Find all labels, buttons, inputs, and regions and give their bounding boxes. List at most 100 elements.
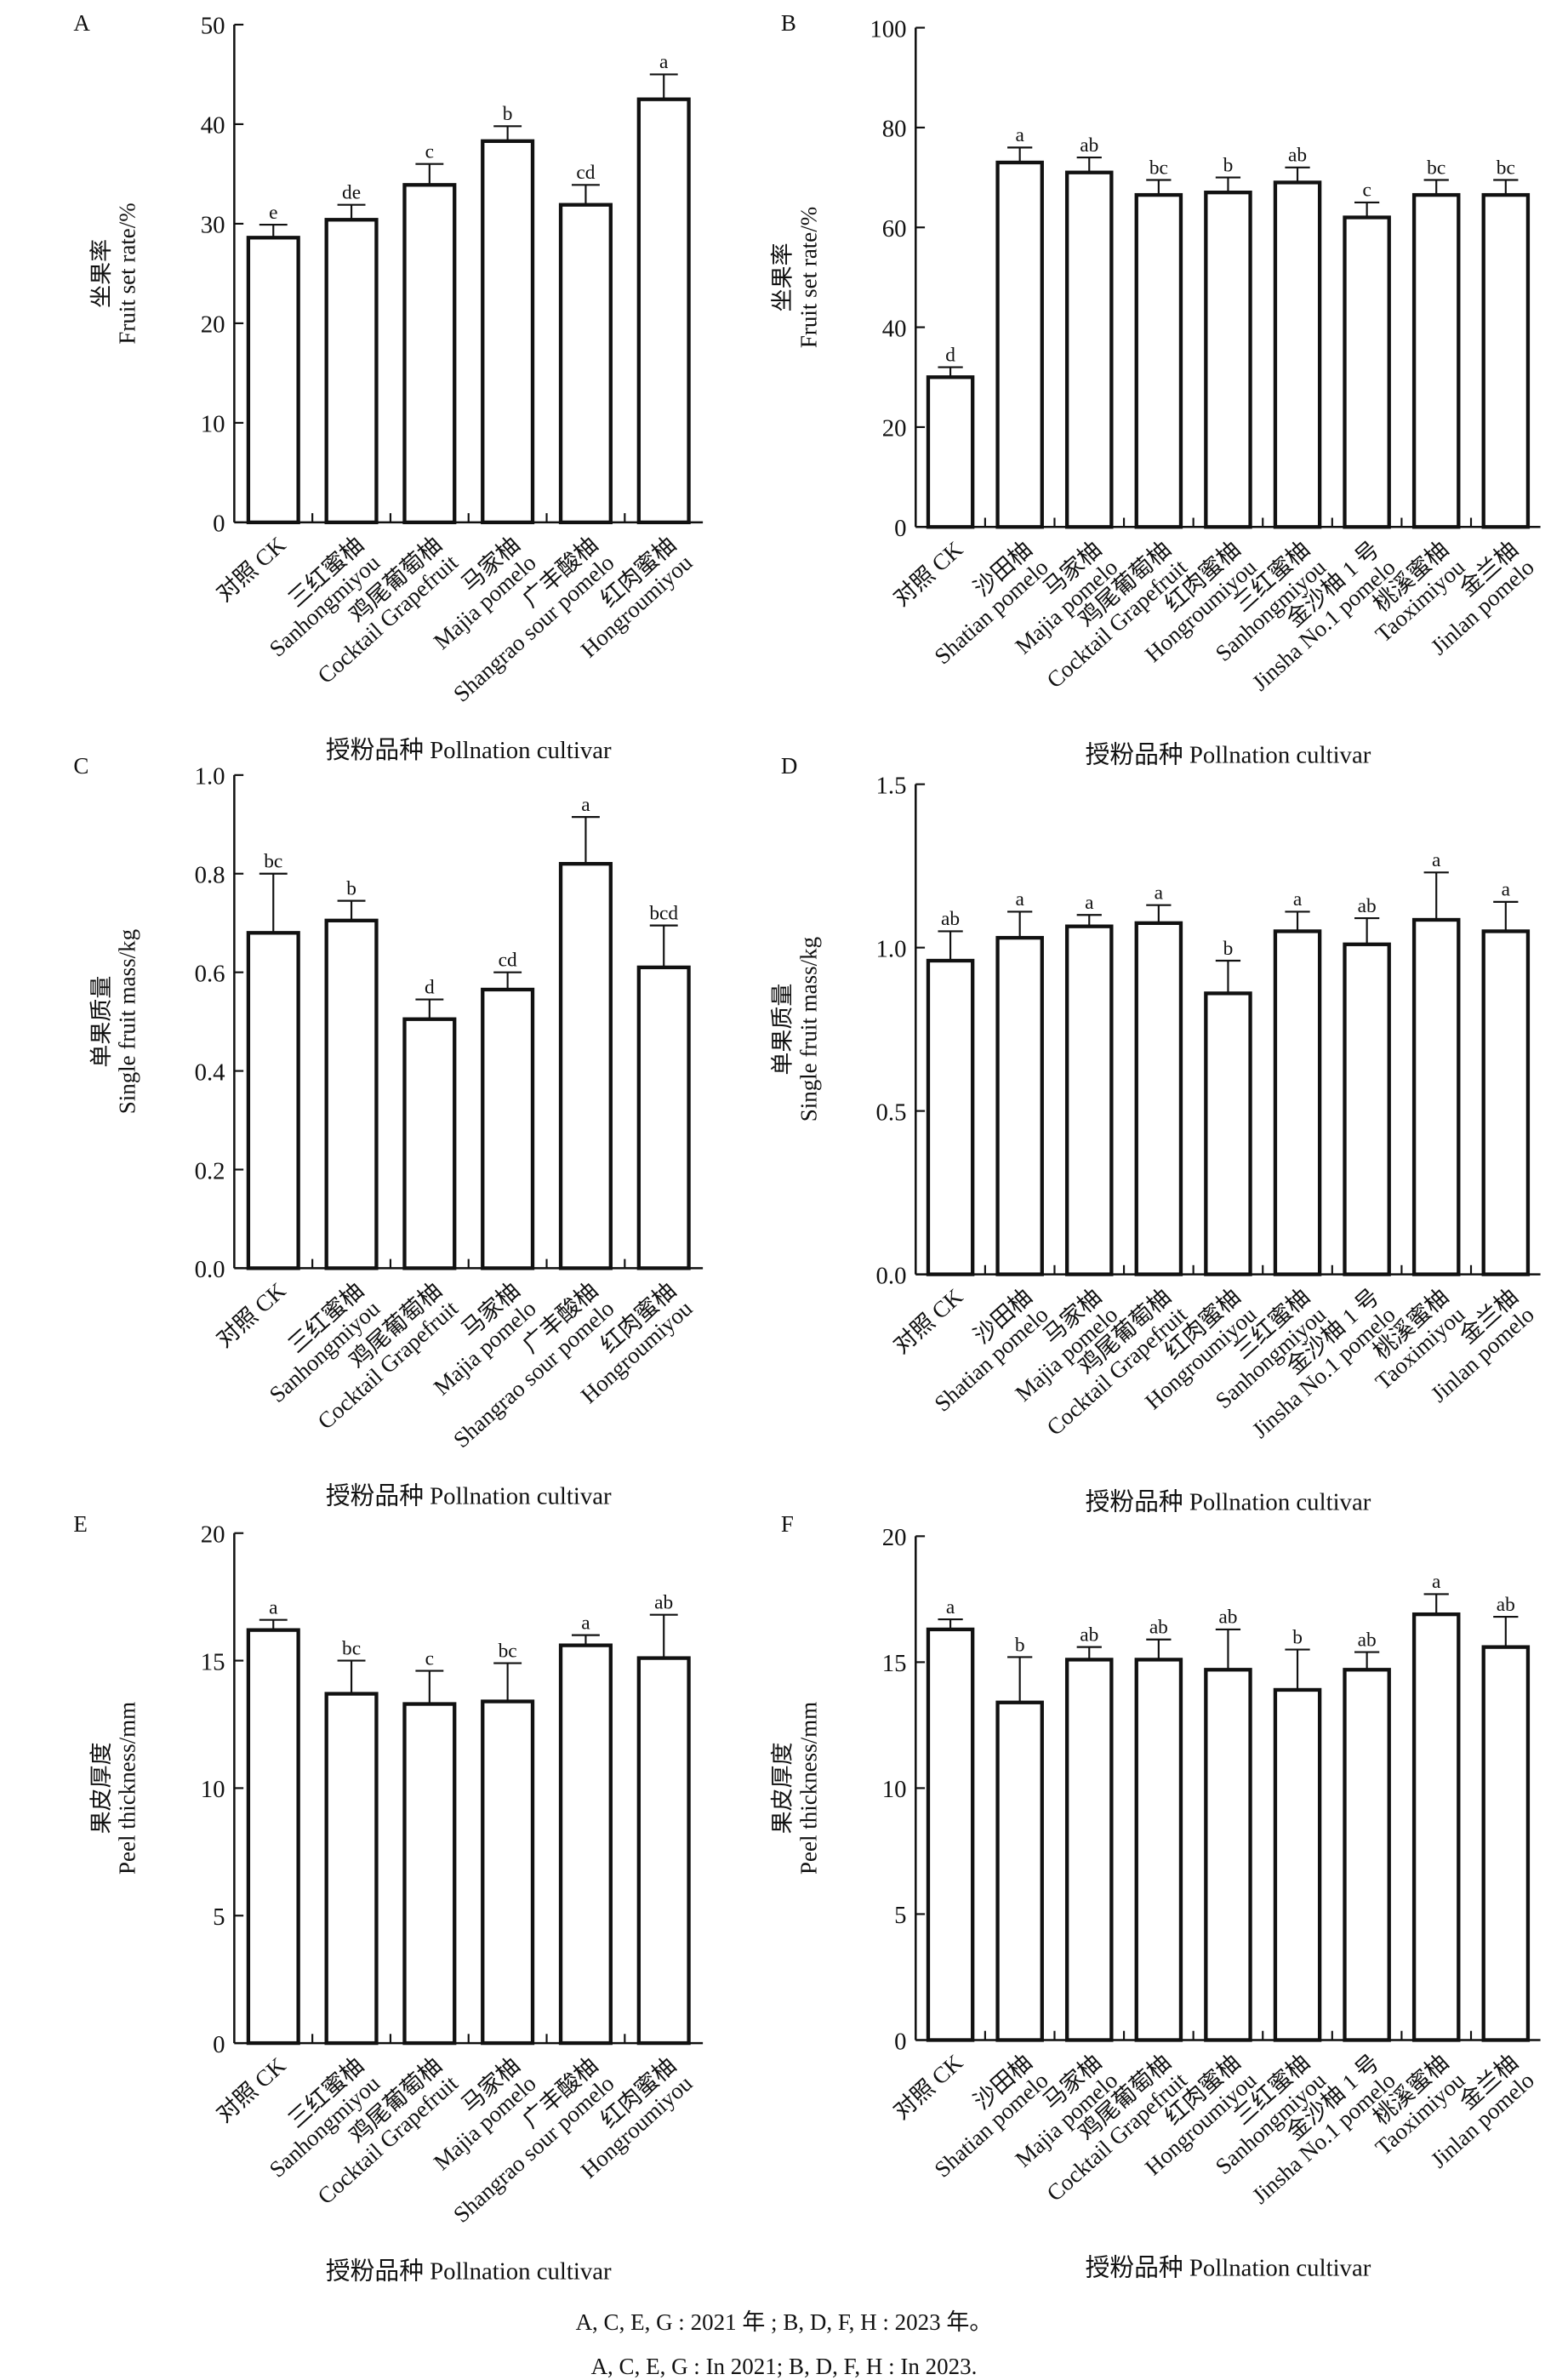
caption-line-2: A, C, E, G : In 2021; B, D, F, H : In 20… xyxy=(590,2354,978,2379)
significance-letter: bc xyxy=(499,1640,517,1662)
y-axis-label-en: Peel thickness/mm xyxy=(795,1702,821,1875)
x-axis-label: 授粉品种 Pollnation cultivar xyxy=(326,2257,612,2285)
significance-letter: a xyxy=(1015,124,1024,146)
bar xyxy=(1204,991,1252,1276)
x-tick-label-cn: 对照 CK xyxy=(888,2049,967,2124)
y-tick-label: 20 xyxy=(201,311,225,339)
panel-letter: F xyxy=(781,1511,794,1537)
y-tick-label: 0.6 xyxy=(195,960,225,987)
y-tick-label: 30 xyxy=(201,212,225,239)
bar xyxy=(636,97,691,525)
x-axis-label: 授粉品种 Pollnation cultivar xyxy=(1086,1489,1371,1516)
y-tick-label: 10 xyxy=(882,1776,907,1803)
x-tick-label-cn: 对照 CK xyxy=(888,1283,967,1358)
bar xyxy=(1134,1658,1183,2042)
y-axis-label-en: Single fruit mass/kg xyxy=(795,937,821,1122)
chart-panel-C: C 0.0 0.2 0.4 0.6 0.8 1.0 单果质量 Single fruit mass… xyxy=(73,753,704,1510)
x-tick-label: 对照 CK xyxy=(888,2049,967,2124)
significance-letter: a xyxy=(1432,1571,1441,1593)
significance-letter: a xyxy=(659,51,669,73)
caption-line-1: A, C, E, G : 2021 年 ; B, D, F, H : 2023 … xyxy=(575,2309,993,2335)
y-tick-label: 0.5 xyxy=(876,1099,907,1126)
bar xyxy=(1064,924,1114,1276)
significance-letter: a xyxy=(1432,849,1441,871)
significance-letter: c xyxy=(425,141,434,163)
x-axis-label: 授粉品种 Pollnation cultivar xyxy=(1086,2255,1371,2282)
y-tick-label: 50 xyxy=(201,13,225,40)
significance-letter: bc xyxy=(1427,157,1445,179)
y-axis-label-en: Peel thickness/mm xyxy=(114,1702,140,1875)
bar xyxy=(1411,192,1461,529)
x-tick-label-cn: 对照 CK xyxy=(211,1277,290,1352)
y-tick-label: 0.0 xyxy=(195,1256,225,1283)
y-tick-label: 10 xyxy=(201,1776,225,1803)
y-tick-label: 20 xyxy=(882,415,907,442)
bar xyxy=(324,1692,379,2046)
bar xyxy=(926,958,975,1276)
significance-letter: b xyxy=(1292,1626,1303,1648)
bar xyxy=(1343,1668,1391,2042)
significance-letter: ab xyxy=(1358,895,1377,917)
panel-letter: E xyxy=(73,1511,87,1537)
y-tick-label: 80 xyxy=(882,116,907,143)
x-tick-label-cn: 对照 CK xyxy=(888,536,967,611)
y-tick-label: 1.5 xyxy=(876,772,907,799)
significance-letter: a xyxy=(1155,882,1164,905)
significance-letter: a xyxy=(269,1596,278,1618)
significance-letter: ab xyxy=(1218,1607,1237,1629)
bar xyxy=(995,160,1044,529)
bar xyxy=(1411,917,1461,1276)
bar xyxy=(402,1017,457,1270)
x-tick-label: 对照 CK xyxy=(888,1283,967,1358)
y-tick-label: 20 xyxy=(201,1521,225,1549)
y-axis-label-en: Fruit set rate/% xyxy=(795,207,821,348)
y-axis-label-en: Single fruit mass/kg xyxy=(114,929,140,1114)
bar xyxy=(1204,191,1252,529)
significance-letter: ab xyxy=(654,1591,673,1613)
y-axis-label-cn: 单果质量 xyxy=(88,976,114,1068)
significance-letter: de xyxy=(342,181,361,203)
bar xyxy=(1273,1687,1322,2042)
panel-letter: D xyxy=(781,753,798,779)
x-tick-label: 对照 CK xyxy=(211,532,290,607)
bar xyxy=(1343,942,1391,1276)
x-tick-label: 对照 CK xyxy=(888,536,967,611)
significance-letter: e xyxy=(269,202,277,224)
y-tick-label: 0 xyxy=(213,511,225,538)
panel-letter: B xyxy=(781,10,796,36)
bar xyxy=(402,183,457,525)
significance-letter: a xyxy=(581,794,590,816)
bar xyxy=(246,1628,300,2046)
bar xyxy=(926,375,975,529)
bar xyxy=(1411,1612,1461,2042)
y-tick-label: 60 xyxy=(882,215,907,243)
significance-letter: bcd xyxy=(649,902,678,924)
significance-letter: c xyxy=(425,1647,434,1669)
y-tick-label: 40 xyxy=(201,112,225,140)
y-tick-label: 15 xyxy=(201,1648,225,1675)
bar xyxy=(324,918,379,1270)
significance-letter: b xyxy=(1223,154,1234,176)
x-axis-label: 授粉品种 Pollnation cultivar xyxy=(326,1483,612,1510)
bar xyxy=(324,218,379,525)
y-tick-label: 20 xyxy=(882,1524,907,1551)
bar xyxy=(1343,215,1391,529)
y-tick-label: 1.0 xyxy=(195,763,225,790)
significance-letter: b xyxy=(503,103,513,125)
significance-letter: a xyxy=(1502,879,1511,901)
y-tick-label: 0.2 xyxy=(195,1157,225,1184)
significance-letter: d xyxy=(425,976,435,998)
significance-letter: cd xyxy=(576,162,595,184)
y-tick-label: 0 xyxy=(894,2028,906,2055)
x-tick-label-cn: 对照 CK xyxy=(211,2052,290,2127)
significance-letter: ab xyxy=(1080,1624,1098,1646)
bar xyxy=(995,935,1044,1276)
y-tick-label: 0 xyxy=(213,2031,225,2058)
bar xyxy=(481,987,535,1270)
x-axis-label: 授粉品种 Pollnation cultivar xyxy=(326,737,612,764)
